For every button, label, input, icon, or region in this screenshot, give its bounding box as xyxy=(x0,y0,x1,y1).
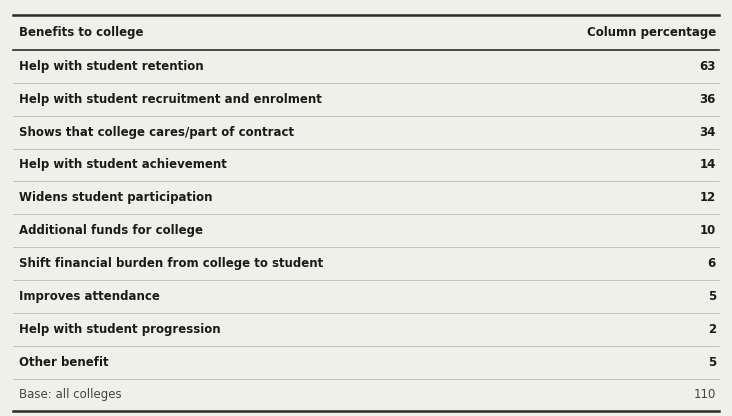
Text: Other benefit: Other benefit xyxy=(19,356,108,369)
Text: 5: 5 xyxy=(708,356,716,369)
Text: 10: 10 xyxy=(700,224,716,237)
Text: 34: 34 xyxy=(700,126,716,139)
Text: Widens student participation: Widens student participation xyxy=(19,191,212,204)
Text: Improves attendance: Improves attendance xyxy=(19,290,160,303)
Text: 110: 110 xyxy=(693,389,716,401)
Text: Column percentage: Column percentage xyxy=(586,26,716,39)
Text: Help with student retention: Help with student retention xyxy=(19,60,203,73)
Text: Help with student progression: Help with student progression xyxy=(19,323,220,336)
Text: 12: 12 xyxy=(700,191,716,204)
Text: 2: 2 xyxy=(708,323,716,336)
Text: Help with student achievement: Help with student achievement xyxy=(19,158,227,171)
Text: Additional funds for college: Additional funds for college xyxy=(19,224,203,237)
Text: 6: 6 xyxy=(708,257,716,270)
Text: Shows that college cares/part of contract: Shows that college cares/part of contrac… xyxy=(19,126,294,139)
Text: 5: 5 xyxy=(708,290,716,303)
Text: Shift financial burden from college to student: Shift financial burden from college to s… xyxy=(19,257,324,270)
Text: 63: 63 xyxy=(700,60,716,73)
Text: Help with student recruitment and enrolment: Help with student recruitment and enrolm… xyxy=(19,93,322,106)
Text: 36: 36 xyxy=(700,93,716,106)
Text: Base: all colleges: Base: all colleges xyxy=(19,389,122,401)
Text: Benefits to college: Benefits to college xyxy=(19,26,143,39)
Text: 14: 14 xyxy=(700,158,716,171)
